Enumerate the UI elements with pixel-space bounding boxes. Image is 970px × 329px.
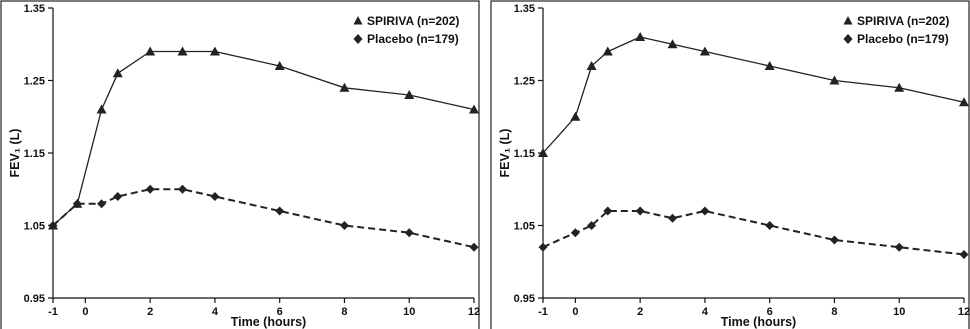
placebo-point xyxy=(275,206,285,216)
placebo-point xyxy=(469,242,479,252)
series-line-triangle xyxy=(52,50,475,226)
y-axis-label: FEV₁ (L) xyxy=(8,129,22,178)
spiriva-point xyxy=(112,68,123,78)
placebo-point xyxy=(145,184,155,194)
placebo-point xyxy=(404,228,414,238)
spiriva-point xyxy=(570,111,581,121)
spiriva-point xyxy=(699,46,710,56)
y-tick-label: 1.05 xyxy=(514,221,535,233)
placebo-point xyxy=(538,242,548,252)
spiriva-point xyxy=(96,104,107,114)
x-tick-label: 0 xyxy=(572,306,578,318)
x-tick-label: 2 xyxy=(147,306,153,318)
legend-label: Placebo (n=179) xyxy=(857,32,949,46)
legend-triangle-icon xyxy=(353,16,363,25)
spiriva-point xyxy=(635,32,646,41)
placebo-point xyxy=(603,206,613,216)
x-tick-label: 0 xyxy=(82,306,88,318)
y-tick-label: 0.95 xyxy=(24,293,45,305)
fev1-chart-right: 0.95 1.05 1.15 1.25 1.35 -1 0 2 4 6 8 10 12 Time (hou… xyxy=(490,0,970,329)
placebo-point xyxy=(700,206,710,216)
placebo-point xyxy=(765,221,775,230)
y-tick-label: 1.35 xyxy=(24,3,45,15)
placebo-point xyxy=(178,184,188,194)
x-tick-label: 6 xyxy=(277,306,283,318)
placebo-point xyxy=(668,213,678,223)
x-tick-label: 4 xyxy=(212,306,219,318)
x-tick-label: 8 xyxy=(341,306,347,318)
placebo-point xyxy=(894,242,904,252)
x-axis-label: Time (hours) xyxy=(231,315,306,329)
panel-border xyxy=(490,0,970,329)
placebo-point xyxy=(210,192,220,201)
y-tick-label: 1.15 xyxy=(514,148,535,160)
spiriva-point xyxy=(145,46,156,56)
placebo-point xyxy=(113,192,123,201)
spiriva-point xyxy=(274,61,285,70)
placebo-point xyxy=(959,250,969,259)
legend-diamond-icon xyxy=(353,34,363,44)
x-tick-label: 6 xyxy=(767,306,773,318)
y-tick-label: 0.95 xyxy=(514,293,535,305)
y-tick-label: 1.25 xyxy=(24,76,45,88)
spiriva-point xyxy=(764,61,775,70)
y-axis-label: FEV₁ (L) xyxy=(498,129,512,178)
spiriva-point xyxy=(538,148,548,157)
x-tick-label: 4 xyxy=(702,306,709,318)
spiriva-point xyxy=(667,39,678,49)
x-tick-label: -1 xyxy=(48,306,58,318)
legend-triangle-icon xyxy=(843,16,853,25)
series-line-diamond xyxy=(52,188,475,249)
spiriva-point xyxy=(209,46,220,56)
legend-diamond-icon xyxy=(843,34,853,44)
legend-label: Placebo (n=179) xyxy=(367,32,459,46)
spiriva-point xyxy=(959,97,969,107)
placebo-point xyxy=(339,221,349,230)
placebo-point xyxy=(48,221,58,230)
spiriva-point xyxy=(469,104,479,114)
placebo-point xyxy=(72,199,82,209)
legend-label: SPIRIVA (n=202) xyxy=(367,14,459,28)
placebo-point xyxy=(635,206,645,216)
x-tick-label: 2 xyxy=(637,306,643,318)
spiriva-point xyxy=(404,90,415,99)
x-tick-label: 10 xyxy=(403,306,415,318)
spiriva-point xyxy=(602,46,613,56)
series-line-diamond xyxy=(542,209,965,256)
legend-label: SPIRIVA (n=202) xyxy=(857,14,949,28)
spiriva-point xyxy=(894,82,905,92)
placebo-point xyxy=(587,221,597,230)
panel-border xyxy=(0,0,480,329)
x-tick-label: 12 xyxy=(468,306,480,318)
placebo-point xyxy=(829,235,839,245)
x-axis-label: Time (hours) xyxy=(721,315,796,329)
chart-panel-right: 0.95 1.05 1.15 1.25 1.35 -1 0 2 4 6 8 10 12 Time (hou… xyxy=(490,0,970,329)
x-tick-label: 10 xyxy=(893,306,905,318)
x-tick-label: 12 xyxy=(958,306,970,318)
y-tick-label: 1.35 xyxy=(514,3,535,15)
y-tick-label: 1.05 xyxy=(24,221,45,233)
placebo-point xyxy=(97,199,107,209)
chart-panel-left: 0.95 1.05 1.15 1.25 1.35 -1 0 2 4 6 8 10 12 Time (hou… xyxy=(0,0,480,329)
spiriva-point xyxy=(177,46,188,56)
placebo-point xyxy=(570,228,580,238)
y-tick-label: 1.15 xyxy=(24,148,45,160)
spiriva-point xyxy=(829,75,840,85)
spiriva-point xyxy=(339,82,350,92)
spiriva-point xyxy=(586,61,597,70)
fev1-chart-left: 0.95 1.05 1.15 1.25 1.35 -1 0 2 4 6 8 10 12 Time (hou… xyxy=(0,0,480,329)
y-tick-label: 1.25 xyxy=(514,76,535,88)
x-tick-label: 8 xyxy=(831,306,837,318)
x-tick-label: -1 xyxy=(538,306,548,318)
